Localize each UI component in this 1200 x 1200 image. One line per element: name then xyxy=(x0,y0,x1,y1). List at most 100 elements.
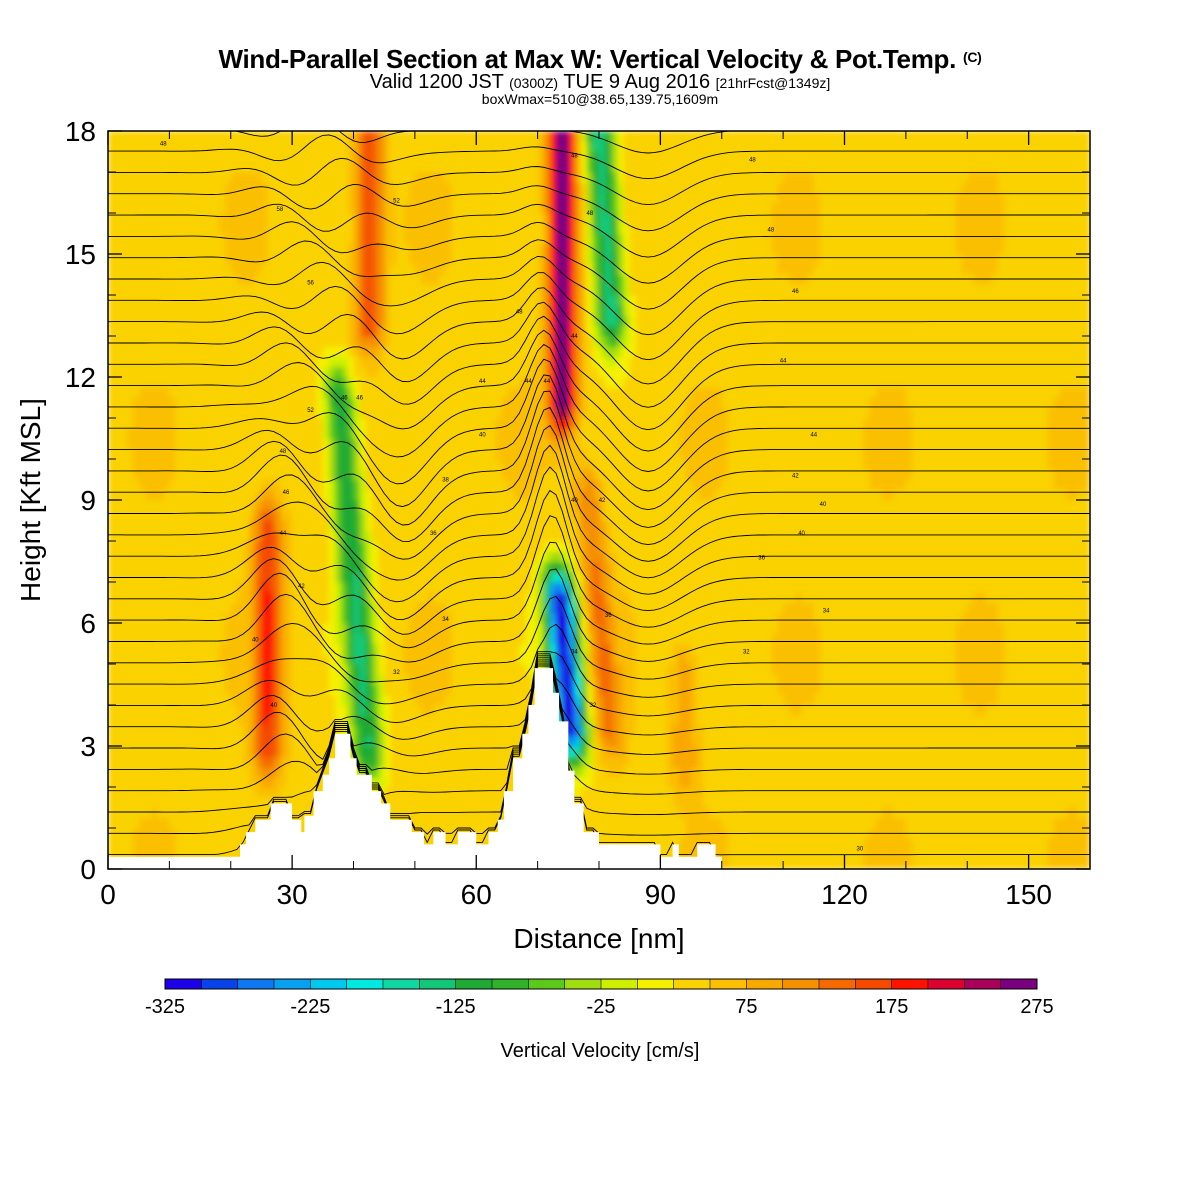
colorbar-swatch xyxy=(601,979,638,989)
x-tick-label: 90 xyxy=(645,879,676,910)
box-info: boxWmax=510@38.65,139.75,1609m xyxy=(481,91,719,107)
colorbar-swatch xyxy=(492,979,529,989)
isentrope-label: 40 xyxy=(270,703,277,709)
isentrope-line xyxy=(108,390,1090,528)
colorbar-swatch xyxy=(1000,979,1038,989)
x-tick-label: 60 xyxy=(461,879,492,910)
potential-temperature-contours xyxy=(108,131,1090,856)
copyright-mark: (C) xyxy=(962,49,982,65)
colorbar-swatch xyxy=(564,979,602,989)
isentrope-label: 46 xyxy=(792,289,799,295)
colorbar-swatch xyxy=(819,979,856,989)
isentrope-line xyxy=(108,406,1090,546)
isentrope-label: 42 xyxy=(599,498,606,504)
isentrope-line xyxy=(108,623,1090,705)
terrain-profile xyxy=(108,668,1090,869)
isentrope-label: 44 xyxy=(543,379,550,385)
isentrope-label: 36 xyxy=(605,613,612,619)
colorbar-tick-label: 75 xyxy=(735,996,757,1018)
y-tick-label: 12 xyxy=(65,362,96,393)
isentrope-label: 42 xyxy=(792,473,799,479)
colorbar-swatch xyxy=(928,979,965,989)
isentrope-label: 52 xyxy=(307,408,314,414)
colorbar-swatch xyxy=(710,979,747,989)
isentrope-label: 38 xyxy=(442,478,449,484)
isentrope-line xyxy=(108,515,1090,635)
isentrope-label: 34 xyxy=(823,609,830,615)
isentrope-label: 30 xyxy=(857,847,864,853)
chart-title: Wind-Parallel Section at Max W: Vertical… xyxy=(0,44,1200,75)
isentrope-line xyxy=(108,255,1090,336)
colorbar-swatch xyxy=(528,979,566,989)
isentrope-label: 48 xyxy=(768,227,775,233)
y-tick-label: 0 xyxy=(80,854,96,885)
isentrope-label: 48 xyxy=(160,141,167,147)
isentrope-line xyxy=(108,301,1090,408)
colorbar-tick-label: -125 xyxy=(436,996,476,1018)
isentrope-line xyxy=(108,329,1090,452)
chart-subtitle: Valid 1200 JST (0300Z) TUE 9 Aug 2016 [2… xyxy=(0,71,1200,94)
colorbar-label: Vertical Velocity [cm/s] xyxy=(501,1040,700,1062)
isentrope-label: 44 xyxy=(571,334,578,340)
isentrope-line xyxy=(108,444,1090,581)
isentrope-label: 36 xyxy=(758,555,765,561)
isentrope-line xyxy=(108,655,1090,760)
isentrope-line xyxy=(108,358,1090,492)
colorbar-frame xyxy=(164,978,1038,990)
colorbar-swatch xyxy=(782,979,820,989)
isentrope-label: 44 xyxy=(479,379,486,385)
isentrope-line xyxy=(108,134,1090,180)
y-tick-label: 9 xyxy=(80,485,96,516)
valid-utc: (0300Z) xyxy=(509,75,559,91)
x-tick-label: 150 xyxy=(1005,879,1052,910)
isentrope-line xyxy=(108,466,1090,603)
colorbar: -325 -225 -125 -25 75 175 275 xyxy=(145,978,1054,1018)
isentrope-line xyxy=(108,568,1090,663)
x-tick-label: 30 xyxy=(277,879,308,910)
isentrope-line xyxy=(108,183,1090,232)
isentrope-label: 48 xyxy=(749,158,756,164)
colorbar-tick-label: -325 xyxy=(145,996,185,1018)
isentrope-line xyxy=(108,221,1090,284)
isentrope-label: 40 xyxy=(571,498,578,504)
isentrope-label: 48 xyxy=(586,211,593,217)
isentrope-label: 40 xyxy=(798,531,805,537)
colorbar-swatch xyxy=(237,979,275,989)
isentrope-label: 44 xyxy=(810,432,817,438)
isentrope-line xyxy=(108,653,1090,740)
y-tick-label: 18 xyxy=(65,116,96,147)
colorbar-tick-label: 275 xyxy=(1020,996,1053,1018)
y-tick-label: 6 xyxy=(80,608,96,639)
x-tick-label: 120 xyxy=(821,879,868,910)
isentrope-line xyxy=(108,203,1090,258)
isentrope-label: 46 xyxy=(283,490,290,496)
isentrope-label: 58 xyxy=(277,207,284,213)
isentrope-label: 44 xyxy=(280,531,287,537)
isentrope-label: 46 xyxy=(341,396,348,402)
y-axis-label: Height [Kft MSL] xyxy=(15,398,46,602)
isentrope-line xyxy=(108,659,1090,796)
isentrope-labels: 48 58 56 52 48 48 48 44 44 44 48 48 46 44 44 42 40 40 36 34… xyxy=(160,141,864,852)
isentrope-line xyxy=(108,541,1090,649)
colorbar-swatch xyxy=(201,979,239,989)
isentrope-label: 48 xyxy=(280,449,287,455)
colorbar-swatch xyxy=(673,979,711,989)
isentrope-line xyxy=(108,157,1090,206)
isentrope-label: 36 xyxy=(430,531,437,537)
isentrope-line xyxy=(108,374,1090,511)
isentrope-line xyxy=(108,272,1090,361)
colorbar-swatch xyxy=(383,979,420,989)
isentrope-line xyxy=(108,239,1090,310)
chart-title-text: Wind-Parallel Section at Max W: Vertical… xyxy=(218,44,957,74)
forecast-info: [21hrFcst@1349z] xyxy=(715,75,831,91)
isentrope-line xyxy=(108,595,1090,683)
colorbar-tick-label: 175 xyxy=(875,996,908,1018)
colorbar-swatch xyxy=(855,979,893,989)
isentrope-line xyxy=(108,315,1090,431)
isentrope-label: 32 xyxy=(743,650,750,656)
y-tick-label: 3 xyxy=(80,731,96,762)
isentrope-label: 48 xyxy=(571,154,578,160)
isentrope-label: 56 xyxy=(307,281,314,287)
